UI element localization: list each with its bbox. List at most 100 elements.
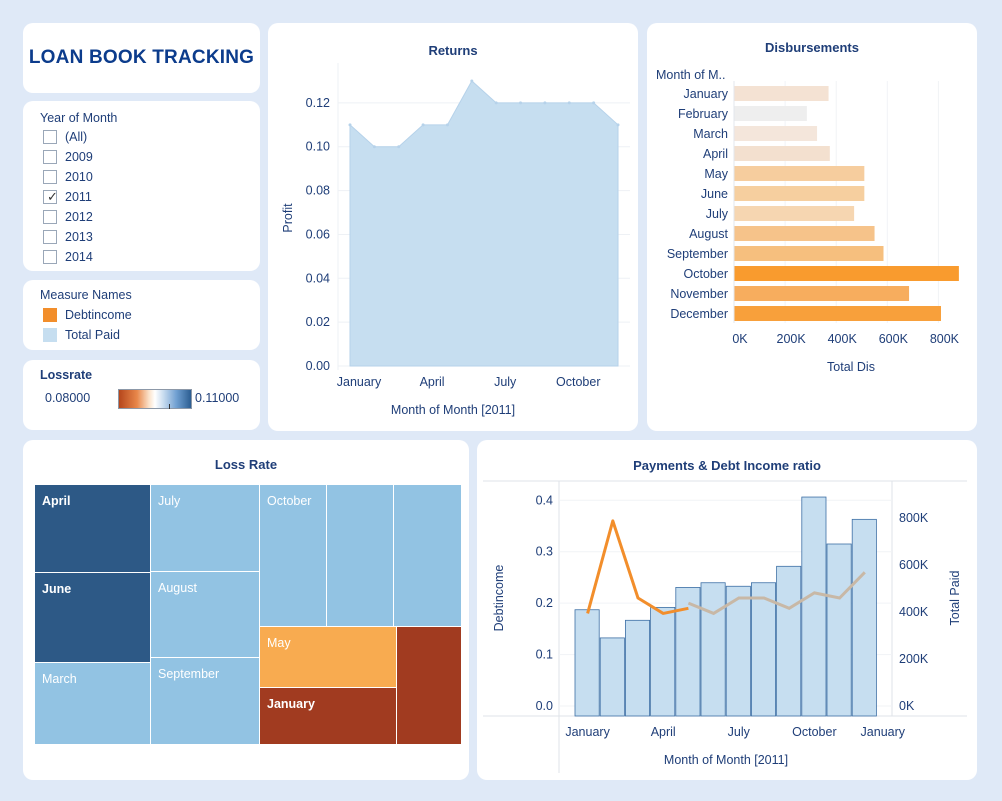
disbursements-chart[interactable]: 0K 200K 400K 600K 800K Month of M.. January Feb… — [647, 23, 977, 431]
returns-y-tick: 0.00 — [306, 359, 330, 373]
pay-bar-january — [574, 609, 600, 717]
treemap-label: September — [158, 667, 220, 681]
payments-title: Payments & Debt Income ratio — [633, 458, 821, 473]
pay-highlight-line — [687, 571, 866, 616]
dashboard-title: LOAN BOOK TRACKING — [28, 47, 255, 68]
treemap-cell-may[interactable]: May — [260, 627, 397, 688]
disb-x-label: Total Dis — [827, 360, 875, 374]
year-checkbox[interactable] — [43, 250, 57, 264]
disb-y-label: Month of M.. — [656, 68, 725, 82]
lossrate-legend-title: Lossrate — [40, 368, 93, 382]
legend-item-total-paid[interactable]: Total Paid — [43, 326, 120, 344]
title-card: LOAN BOOK TRACKING — [23, 23, 260, 93]
treemap-label: May — [267, 636, 291, 650]
pay-x-tick: April — [651, 725, 676, 739]
loss-rate-treemap[interactable]: April June March July August September October… — [35, 485, 462, 745]
year-checkbox[interactable] — [43, 150, 57, 164]
payments-card: Payments & Debt Income ratio 0.0 0.1 0.2 0.… — [477, 440, 977, 780]
returns-point-january — [348, 123, 352, 127]
year-option-2010[interactable]: 2010 — [43, 168, 93, 186]
year-option-2014[interactable]: 2014 — [43, 248, 93, 266]
loss-rate-card: Loss Rate April June March July August Septem… — [23, 440, 469, 780]
returns-x-label: Month of Month [2011] — [391, 403, 515, 417]
returns-chart[interactable]: 0.00 0.02 0.04 0.06 0.08 0.10 0.12 January April… — [268, 23, 638, 431]
returns-y-label: Profit — [281, 203, 295, 233]
disb-category-label: April — [703, 147, 728, 161]
year-option-all[interactable]: (All) — [43, 128, 87, 146]
treemap-cell-april[interactable]: April — [35, 485, 151, 573]
pay-x-tick: July — [728, 725, 751, 739]
treemap-cell-january[interactable]: January — [260, 688, 397, 745]
pay-right-tick: 600K — [899, 558, 929, 572]
lossrate-gradient — [118, 389, 192, 409]
year-option-2011[interactable]: ✓ 2011 — [43, 188, 92, 206]
disb-x-tick: 200K — [777, 332, 807, 346]
disb-category-label: July — [706, 207, 729, 221]
legend-item-debtincome[interactable]: Debtincome — [43, 306, 132, 324]
treemap-label: April — [42, 494, 71, 508]
measure-legend-title: Measure Names — [40, 288, 132, 302]
disb-bar-march — [734, 126, 818, 141]
disb-bar-april — [734, 146, 830, 161]
pay-right-tick: 800K — [899, 511, 929, 525]
measure-legend-card: Measure Names Debtincome Total Paid — [23, 280, 260, 350]
returns-point-march — [397, 145, 401, 149]
treemap-cell-june[interactable]: June — [35, 573, 151, 663]
disb-bar-july — [734, 206, 855, 221]
year-checkbox[interactable]: ✓ — [43, 189, 58, 204]
treemap-label: March — [42, 672, 77, 686]
returns-x-tick: January — [337, 375, 382, 389]
year-option-2009[interactable]: 2009 — [43, 148, 93, 166]
year-option-label: 2010 — [65, 170, 93, 184]
disb-category-label: June — [701, 187, 728, 201]
treemap-cell-october[interactable]: October — [260, 485, 327, 627]
disb-bar-january — [734, 86, 829, 101]
pay-debtincome-line — [586, 519, 689, 615]
disb-x-tick: 400K — [828, 332, 858, 346]
year-checkbox[interactable] — [43, 130, 57, 144]
year-option-label: 2011 — [65, 190, 92, 204]
treemap-cell-march[interactable]: March — [35, 663, 151, 745]
disb-category-label: December — [670, 307, 728, 321]
disbursements-title: Disbursements — [765, 40, 859, 55]
disb-bar-may — [734, 166, 865, 181]
returns-point-december — [616, 123, 620, 127]
returns-point-september — [543, 101, 547, 105]
year-option-2012[interactable]: 2012 — [43, 208, 93, 226]
pay-x-label: Month of Month [2011] — [664, 753, 788, 767]
year-checkbox[interactable] — [43, 230, 57, 244]
returns-y-tick: 0.02 — [306, 315, 330, 329]
payments-chart[interactable]: 0.0 0.1 0.2 0.3 0.4 0K 200K 400K 600K 800K January… — [477, 440, 977, 780]
year-filter-title: Year of Month — [40, 111, 118, 125]
treemap-cell-july[interactable]: July — [151, 485, 260, 572]
lossrate-legend-card: Lossrate 0.08000 0.11000 — [23, 360, 260, 430]
returns-x-tick: July — [494, 375, 517, 389]
pay-bar-march — [624, 619, 650, 717]
pay-x-tick: January — [861, 725, 906, 739]
treemap-cell[interactable] — [397, 627, 462, 745]
pay-bar-june — [700, 582, 726, 717]
pay-bar-december — [851, 518, 877, 717]
treemap-cell[interactable] — [327, 485, 394, 627]
returns-title: Returns — [428, 43, 478, 58]
pay-bar-february — [599, 637, 625, 717]
gradient-midpoint-tick — [169, 404, 170, 409]
treemap-cell-august[interactable]: August — [151, 572, 260, 658]
loss-rate-title: Loss Rate — [214, 457, 278, 472]
returns-y-tick: 0.10 — [306, 140, 330, 154]
year-option-2013[interactable]: 2013 — [43, 228, 93, 246]
year-checkbox[interactable] — [43, 170, 57, 184]
returns-point-february — [372, 145, 376, 149]
disb-category-label: August — [689, 227, 728, 241]
treemap-cell[interactable] — [394, 485, 462, 627]
year-option-label: (All) — [65, 130, 88, 144]
treemap-label: July — [158, 494, 181, 508]
year-checkbox[interactable] — [43, 210, 57, 224]
disb-x-tick: 0K — [732, 332, 748, 346]
returns-point-october — [567, 101, 571, 105]
returns-x-tick: April — [420, 375, 445, 389]
disb-bar-september — [734, 246, 884, 261]
pay-bar-august — [750, 582, 776, 717]
treemap-cell-september[interactable]: September — [151, 658, 260, 745]
pay-bar-july — [725, 585, 751, 717]
